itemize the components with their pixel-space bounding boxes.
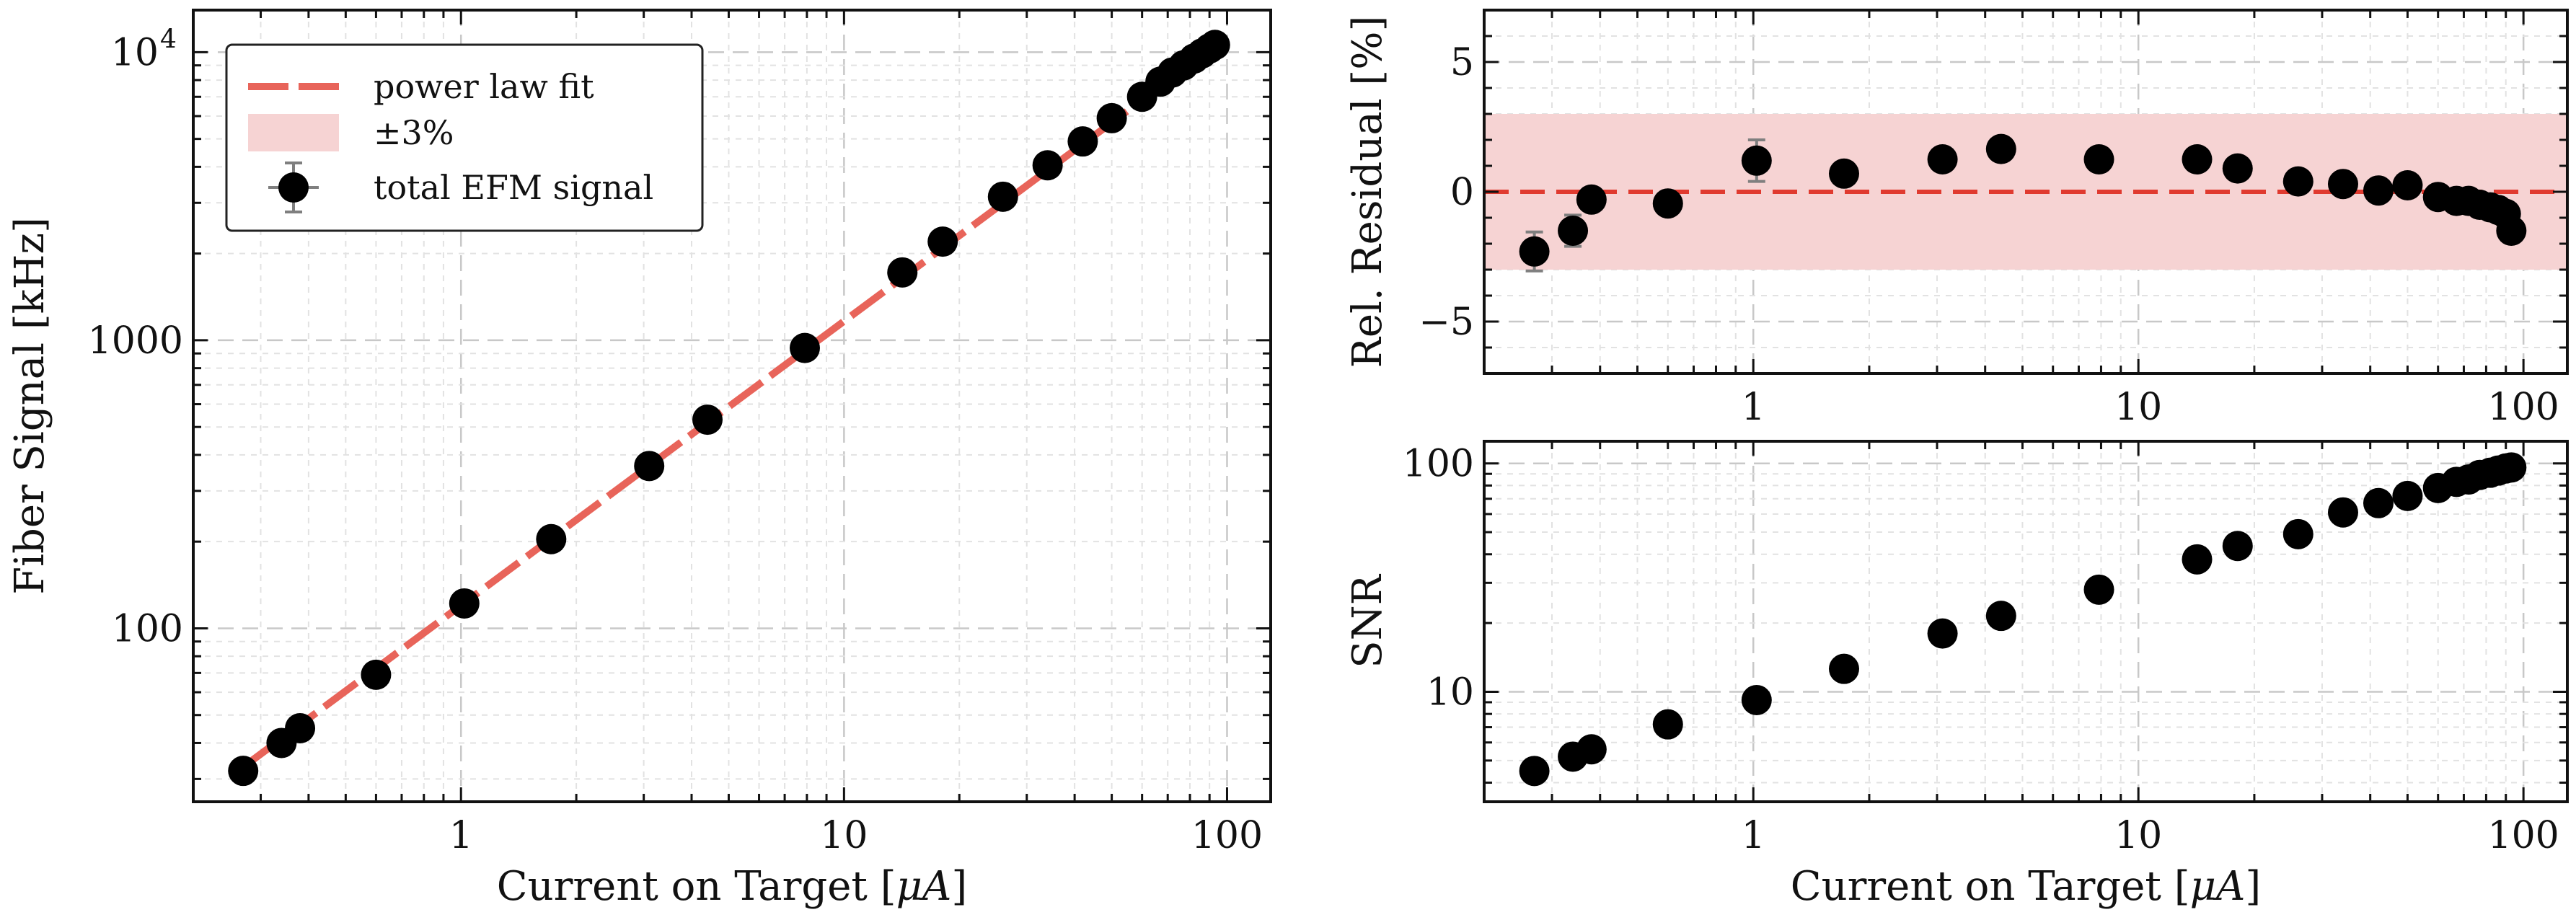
x-tick-label: 10	[820, 814, 868, 857]
legend-label: total EFM signal	[374, 168, 653, 207]
data-point	[1741, 145, 1772, 176]
data-point	[1558, 216, 1589, 246]
x-tick-label: 100	[2488, 386, 2559, 429]
data-point	[927, 226, 958, 257]
y-tick-label: 10	[1426, 671, 1474, 714]
data-point	[2363, 175, 2394, 206]
data-point	[2327, 497, 2358, 528]
data-point	[2083, 144, 2114, 174]
data-point	[1096, 102, 1127, 133]
data-point	[2222, 153, 2253, 184]
y-tick-label: 100	[112, 607, 183, 650]
data-point	[1828, 158, 1859, 189]
data-point	[228, 756, 259, 787]
y-axis-title: Fiber Signal [kHz]	[6, 217, 53, 595]
data-point	[987, 181, 1018, 212]
data-point	[285, 713, 316, 744]
data-point	[2392, 170, 2423, 200]
y-tick-label: 1000	[88, 319, 183, 363]
data-point	[2363, 487, 2394, 518]
data-point	[1828, 653, 1859, 684]
data-point	[2222, 531, 2253, 562]
data-point	[2392, 480, 2423, 511]
data-point	[1927, 618, 1958, 649]
data-point	[2182, 144, 2213, 174]
axes-frame	[192, 9, 1272, 803]
data-point	[1985, 601, 2016, 632]
y-tick-label: −5	[1419, 301, 1474, 344]
data-point	[1985, 133, 2016, 164]
data-point	[1199, 30, 1230, 61]
axes-frame	[1483, 440, 2569, 803]
data-point	[634, 451, 665, 482]
data-point	[887, 257, 918, 288]
x-tick-label: 100	[1191, 814, 1263, 857]
data-point	[361, 659, 392, 690]
x-tick-label: 10	[2114, 814, 2162, 857]
data-point	[536, 523, 567, 554]
tick-marks	[1484, 441, 2567, 802]
data-point	[2282, 518, 2313, 549]
data-point	[1576, 734, 1607, 765]
data-point	[2327, 169, 2358, 200]
relative-residual-panel: 1 10 100 −5 0 5 Rel. Residual [%]	[1344, 9, 2569, 429]
y-axis-title: Rel. Residual [%]	[1344, 16, 1391, 368]
x-axis-title: Current on Target [μA]	[1791, 863, 2262, 910]
tick-marks	[193, 10, 1271, 802]
data-point	[1032, 150, 1063, 181]
data-point	[449, 588, 480, 619]
tick-marks	[1484, 9, 2567, 375]
data-point	[1741, 684, 1772, 715]
data-point	[1652, 188, 1683, 219]
y-tick-label: 0	[1450, 171, 1474, 214]
plot-area	[1519, 452, 2527, 787]
legend-box	[225, 43, 704, 232]
x-tick-label: 1	[1742, 386, 1765, 429]
legend-label: power law fit	[374, 67, 594, 106]
data-point	[692, 404, 723, 435]
plot-area	[228, 30, 1230, 787]
x-tick-label: 1	[449, 814, 473, 857]
x-tick-label: 10	[2114, 386, 2162, 429]
plot-area	[1484, 114, 2567, 273]
legend: power law fit ±3% total EFM signal	[225, 43, 704, 232]
legend-marker-swatch	[278, 172, 309, 203]
legend-label: ±3%	[374, 113, 454, 152]
x-axis-title: Current on Target [μA]	[497, 863, 968, 910]
data-point	[2282, 166, 2313, 197]
data-point	[1927, 144, 1958, 174]
snr-panel: 1 10 100 10 100 Current on Target [μA] SNR	[1344, 440, 2569, 910]
y-tick-label: 5	[1450, 41, 1474, 84]
y-tick-label: 100	[1403, 443, 1474, 486]
y-axis-title: SNR	[1344, 573, 1391, 668]
data-point	[1519, 756, 1550, 787]
data-point	[2496, 452, 2527, 483]
legend-band-swatch	[248, 114, 339, 151]
data-point	[2182, 544, 2213, 575]
y-tick-label-exponent: 4	[160, 25, 177, 54]
y-tick-label: 10	[111, 31, 159, 74]
x-tick-label: 100	[2488, 814, 2559, 857]
data-point	[1576, 184, 1607, 215]
x-tick-label: 1	[1742, 814, 1765, 857]
data-point	[2496, 216, 2527, 246]
data-point	[1519, 236, 1550, 267]
data-point	[2083, 574, 2114, 605]
data-point	[1067, 126, 1098, 157]
data-point	[1652, 709, 1683, 740]
data-point	[789, 332, 820, 363]
